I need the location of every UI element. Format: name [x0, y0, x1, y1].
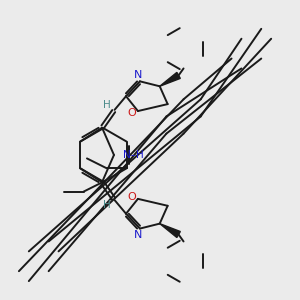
Text: H: H [103, 100, 110, 110]
Polygon shape [160, 224, 180, 238]
Text: N–H: N–H [123, 150, 144, 160]
Text: N: N [134, 70, 142, 80]
Text: O: O [128, 108, 136, 118]
Text: O: O [128, 192, 136, 202]
Text: N: N [134, 230, 142, 239]
Polygon shape [160, 72, 180, 86]
Text: H: H [103, 200, 110, 210]
